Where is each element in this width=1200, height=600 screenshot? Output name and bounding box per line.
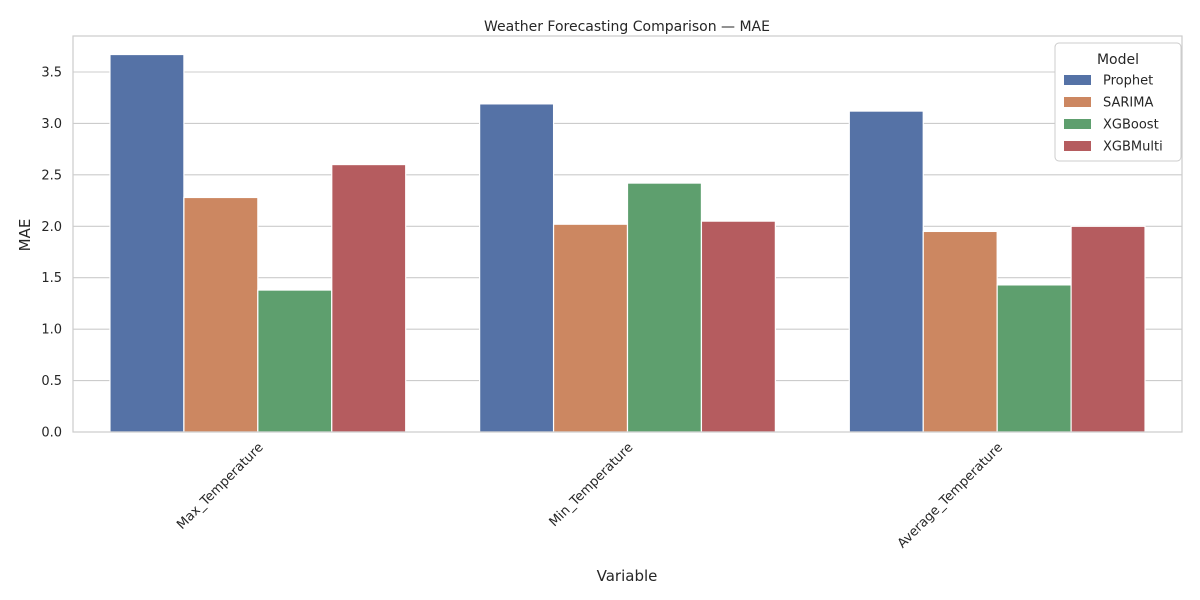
y-tick-label: 3.5	[41, 66, 62, 81]
x-tick-label: Max_Temperature	[174, 440, 266, 532]
y-tick-label: 0.0	[41, 426, 62, 441]
y-tick-label: 3.0	[41, 117, 62, 132]
legend-swatch	[1064, 141, 1091, 151]
y-tick-label: 2.5	[41, 168, 62, 183]
bar-sarima-0	[183, 196, 259, 433]
x-axis-ticks: Max_Temperature Min_Temperature Average_Te…	[174, 440, 1006, 551]
y-tick-label: 0.5	[41, 374, 62, 389]
chart-title: Weather Forecasting Comparison — MAE	[484, 19, 770, 35]
y-tick-label: 1.5	[41, 271, 62, 286]
bar-xgboost-2	[996, 284, 1072, 433]
legend-label: XGBMulti	[1103, 140, 1163, 155]
bar-xgbmulti-2	[1070, 225, 1146, 433]
bar-sarima-2	[922, 230, 998, 433]
bar-xgbmulti-0	[331, 163, 407, 433]
plot-frame	[72, 35, 1183, 433]
x-axis-label: Variable	[597, 567, 658, 585]
x-tick-label: Min_Temperature	[547, 440, 637, 530]
bar-sarima-1	[552, 223, 629, 433]
legend-label: SARIMA	[1103, 96, 1153, 111]
legend-swatch	[1064, 75, 1091, 85]
y-axis-ticks: 0.0 0.5 1.0 1.5 2.0 2.5 3.0 3.5	[41, 66, 62, 441]
bars	[109, 53, 1146, 433]
legend-title: Model	[1097, 52, 1139, 68]
legend-swatch	[1064, 97, 1091, 107]
y-axis-label: MAE	[16, 219, 34, 252]
legend-swatch	[1064, 119, 1091, 129]
bar-xgboost-1	[626, 182, 703, 433]
bar-prophet-2	[848, 110, 924, 433]
bar-xgbmulti-1	[700, 220, 776, 433]
legend-label: XGBoost	[1103, 118, 1159, 133]
legend-label: Prophet	[1103, 74, 1153, 89]
legend-box	[1054, 42, 1182, 162]
y-tick-label: 2.0	[41, 220, 62, 235]
legend: Model Prophet SARIMA XGBoost XGBMulti	[1054, 42, 1182, 162]
bar-prophet-1	[479, 103, 555, 433]
bar-xgboost-0	[257, 289, 333, 433]
bar-prophet-0	[109, 53, 185, 433]
x-tick-label: Average_Temperature	[895, 440, 1006, 551]
y-tick-label: 1.0	[41, 323, 62, 338]
